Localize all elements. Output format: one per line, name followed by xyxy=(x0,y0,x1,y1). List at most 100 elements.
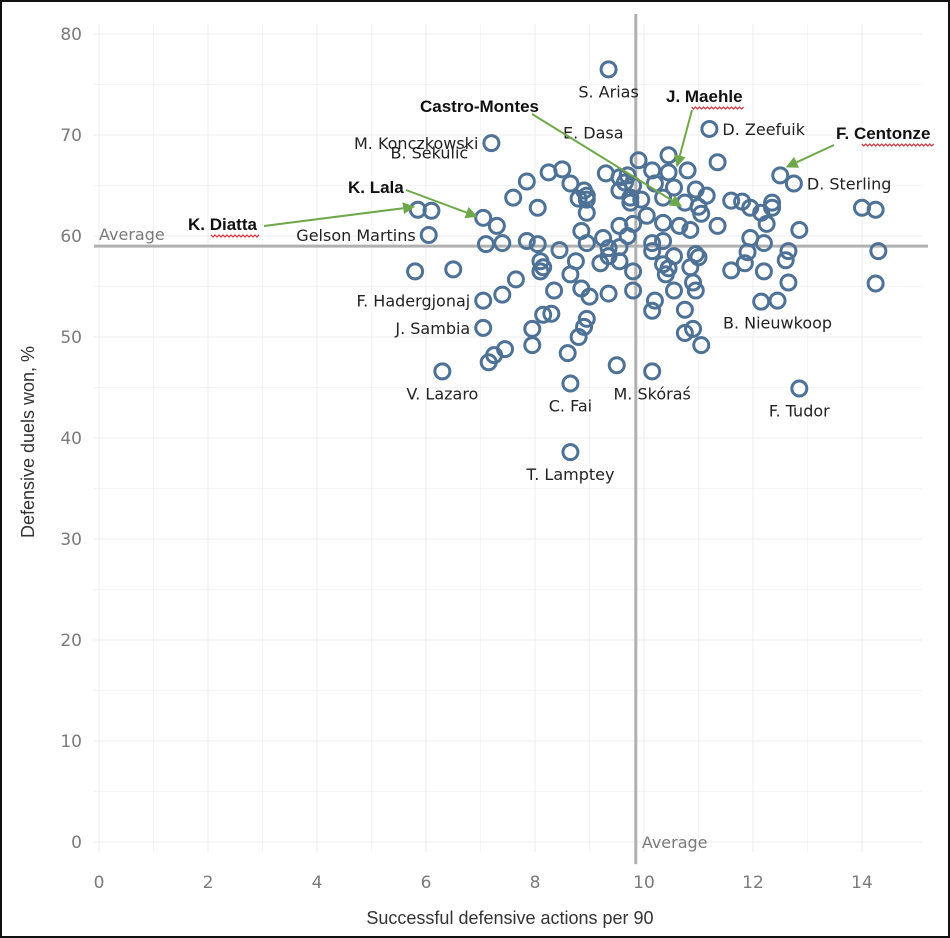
data-point xyxy=(869,242,888,261)
data-point xyxy=(757,214,776,233)
arrowhead xyxy=(464,206,478,219)
annotation-arrow xyxy=(678,109,693,156)
point-label: E. Dasa xyxy=(563,123,624,142)
data-point xyxy=(569,328,588,346)
average-label-vertical: Average xyxy=(642,833,708,852)
data-point xyxy=(654,188,673,207)
data-point xyxy=(523,336,542,355)
annotation-arrow xyxy=(796,144,835,164)
data-point xyxy=(763,193,782,212)
data-point xyxy=(474,208,493,227)
data-point xyxy=(681,258,700,277)
data-point xyxy=(528,235,547,254)
data-point xyxy=(664,178,683,197)
data-point xyxy=(779,242,798,261)
y-tick-label: 80 xyxy=(60,25,82,45)
data-point xyxy=(506,270,525,289)
data-point xyxy=(534,305,553,324)
data-point xyxy=(517,232,536,251)
point-label: B. Sekulić xyxy=(390,143,468,162)
data-point xyxy=(569,189,588,208)
data-point xyxy=(637,206,656,225)
data-point xyxy=(643,242,662,261)
data-point xyxy=(610,252,629,271)
average-label-horizontal: Average xyxy=(99,225,165,244)
highlighted-player-label: J. Maehle xyxy=(666,87,743,106)
highlighted-player-label: F. Centonze xyxy=(836,124,930,143)
data-point xyxy=(558,344,577,363)
point-label: D. Zeefuik xyxy=(722,120,805,139)
data-point xyxy=(493,234,512,253)
point-label: C. Fai xyxy=(549,396,592,415)
arrowhead xyxy=(673,154,686,168)
point-label: Gelson Martins xyxy=(296,226,415,245)
point-label: J. Sambia xyxy=(394,319,470,338)
data-point xyxy=(599,60,618,79)
data-point xyxy=(599,239,618,258)
average-lines: Average Average xyxy=(94,14,928,865)
y-tick-label: 20 xyxy=(60,631,82,651)
data-point xyxy=(624,262,643,281)
data-point xyxy=(771,166,790,185)
data-point xyxy=(545,281,564,300)
data-point xyxy=(419,225,438,244)
data-point xyxy=(790,379,809,398)
highlighted-player-label: K. Lala xyxy=(348,178,404,197)
data-point xyxy=(790,220,809,239)
data-point xyxy=(577,309,596,328)
point-label: M. Konczkowski xyxy=(354,134,478,153)
data-point xyxy=(664,281,683,300)
gridlines xyxy=(93,23,922,853)
data-point xyxy=(659,146,678,165)
data-point xyxy=(591,254,610,273)
spellcheck-underline xyxy=(210,234,260,238)
data-point xyxy=(550,241,569,260)
y-tick-label: 50 xyxy=(60,328,82,348)
spellcheck-underline xyxy=(861,143,935,147)
arrowhead xyxy=(668,195,683,207)
y-tick-label: 10 xyxy=(60,732,82,752)
x-tick-label: 12 xyxy=(742,873,764,893)
data-point xyxy=(645,291,664,310)
data-point xyxy=(621,188,640,207)
data-point xyxy=(735,254,754,273)
data-point xyxy=(474,291,493,310)
data-point xyxy=(686,281,705,300)
data-point xyxy=(596,164,615,183)
data-point xyxy=(684,319,703,338)
data-point xyxy=(561,443,580,462)
y-tick-label: 70 xyxy=(60,126,82,146)
data-point xyxy=(493,285,512,304)
axis-ticks: 0 10 20 30 40 50 60 70 80 0 2 4 6 8 10 12 14 xyxy=(60,25,872,893)
data-point xyxy=(866,200,885,219)
annotation-arrow xyxy=(531,113,673,202)
highlighted-player-label: K. Diatta xyxy=(188,215,258,234)
data-point xyxy=(482,134,501,153)
data-point xyxy=(643,234,662,253)
data-point xyxy=(577,234,596,253)
data-point xyxy=(607,356,626,375)
x-tick-label: 6 xyxy=(421,873,432,893)
data-point xyxy=(474,318,493,337)
point-label: S. Arias xyxy=(578,82,638,101)
data-point xyxy=(692,336,711,355)
data-point xyxy=(681,220,700,239)
highlighted-player-label: Castro-Montes xyxy=(420,97,539,116)
x-tick-label: 8 xyxy=(530,873,541,893)
point-label: V. Lazaro xyxy=(406,384,478,403)
data-point xyxy=(754,234,773,253)
x-tick-label: 4 xyxy=(312,873,323,893)
data-point xyxy=(504,188,523,207)
data-point xyxy=(684,273,703,292)
data-point xyxy=(700,119,719,138)
data-point xyxy=(444,260,463,279)
spellcheck-underline xyxy=(691,106,744,110)
data-point xyxy=(577,203,596,222)
data-point xyxy=(561,174,580,193)
data-point xyxy=(580,287,599,306)
data-point xyxy=(624,281,643,300)
data-points xyxy=(406,60,888,462)
point-label: M. Skóraś xyxy=(614,384,691,403)
